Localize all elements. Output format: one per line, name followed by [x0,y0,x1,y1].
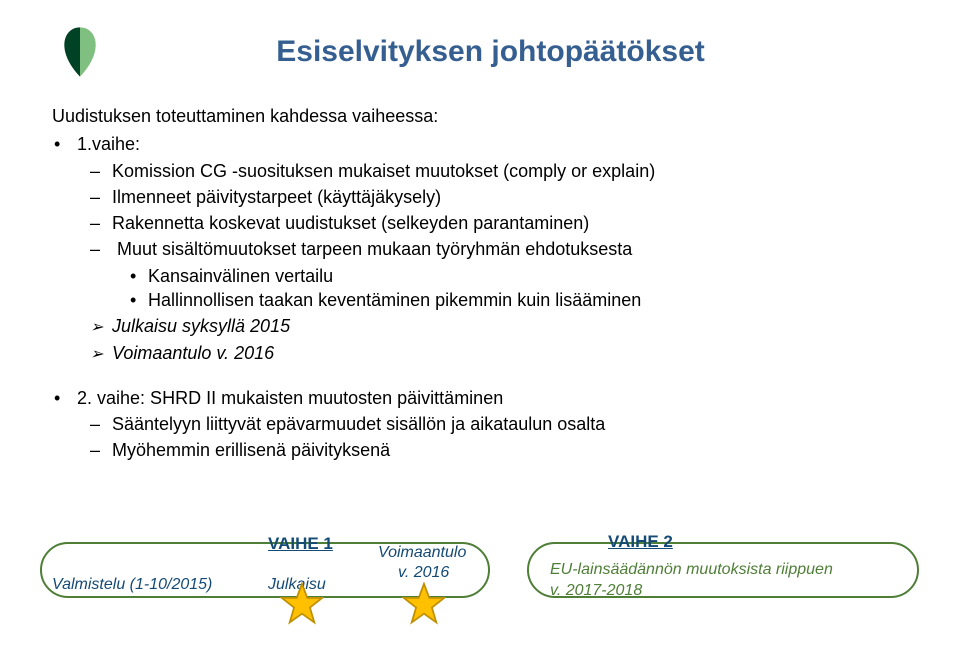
phase2-item: Sääntelyyn liittyvät epävarmuudet sisäll… [112,412,919,436]
phase1-item: Ilmenneet päivitystarpeet (käyttäjäkysel… [112,185,919,209]
phase1-items: Komission CG -suosituksen mukaiset muuto… [72,159,919,366]
star-icon [402,582,446,626]
phase1-arrow: Voimaantulo v. 2016 [112,341,919,366]
timeline-right-line2: v. 2017-2018 [550,582,642,599]
timeline-voimaantulo-value: v. 2016 [398,564,449,582]
slide: Esiselvityksen johtopäätökset Uudistukse… [0,0,959,664]
timeline-vaihe2-label: VAIHE 2 [608,532,673,552]
phase2-item: Myöhemmin erillisenä päivityksenä [112,438,919,462]
phase1-arrow: Julkaisu syksyllä 2015 [112,314,919,339]
phase1-item: Rakennetta koskevat uudistukset (selkeyd… [112,211,919,235]
phase1-header: 1.vaihe: Komission CG -suosituksen mukai… [72,132,919,365]
timeline-vaihe1-label: VAIHE 1 [268,534,333,554]
phase2-items: Sääntelyyn liittyvät epävarmuudet sisäll… [72,412,919,463]
phase1-item: Komission CG -suosituksen mukaiset muuto… [112,159,919,183]
header-row: Esiselvityksen johtopäätökset [52,24,919,80]
slide-title: Esiselvityksen johtopäätökset [62,35,919,69]
phase1-list: 1.vaihe: Komission CG -suosituksen mukai… [52,132,919,365]
phase1-item: Muut sisältömuutokset tarpeen mukaan työ… [112,237,919,312]
phase1-subitems: Kansainvälinen vertailu Hallinnollisen t… [112,264,919,313]
timeline: Valmistelu (1-10/2015) VAIHE 1 Julkaisu … [40,514,919,634]
phase1-item-text: Muut sisältömuutokset tarpeen mukaan työ… [117,239,632,259]
phase1-subitem: Hallinnollisen taakan keventäminen pikem… [148,288,919,312]
phase2-list: 2. vaihe: SHRD II mukaisten muutosten pä… [52,386,919,463]
timeline-right-line1: EU-lainsäädännön muutoksista riippuen [550,561,833,578]
intro-text: Uudistuksen toteuttaminen kahdessa vaihe… [52,104,919,128]
phase1-subitem: Kansainvälinen vertailu [148,264,919,288]
timeline-valmistelu: Valmistelu (1-10/2015) [52,576,212,594]
phase2-header-text: 2. vaihe: SHRD II mukaisten muutosten pä… [77,388,503,408]
body-content: Uudistuksen toteuttaminen kahdessa vaihe… [52,104,919,462]
timeline-voimaantulo-label: Voimaantulo [378,544,466,562]
phase2-header: 2. vaihe: SHRD II mukaisten muutosten pä… [72,386,919,463]
star-icon [280,582,324,626]
phase1-header-text: 1.vaihe: [77,134,140,154]
